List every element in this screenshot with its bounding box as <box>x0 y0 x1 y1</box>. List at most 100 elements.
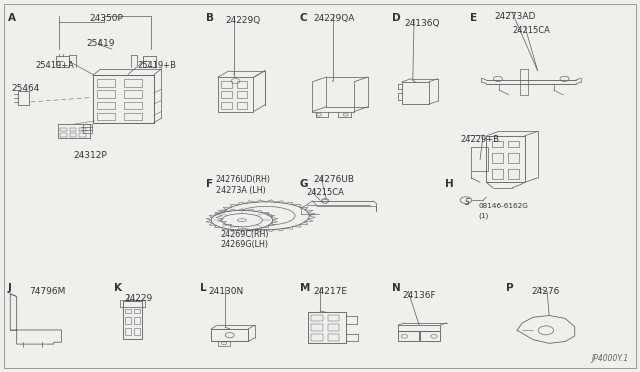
Ellipse shape <box>211 211 273 230</box>
Bar <box>97 79 115 87</box>
Bar <box>311 315 323 321</box>
Bar <box>237 81 247 88</box>
Text: 24269C(RH): 24269C(RH) <box>221 230 269 239</box>
Bar <box>492 141 503 147</box>
Text: (1): (1) <box>479 212 489 218</box>
Text: F: F <box>206 179 213 189</box>
Bar <box>97 102 115 109</box>
Text: 24276: 24276 <box>531 287 559 296</box>
Bar <box>58 124 90 138</box>
Bar <box>471 147 488 171</box>
Bar <box>124 113 142 120</box>
Text: K: K <box>114 283 122 293</box>
Text: 24273A (LH): 24273A (LH) <box>216 186 266 195</box>
Bar <box>134 328 140 335</box>
Text: J: J <box>8 283 12 293</box>
Bar <box>70 128 76 131</box>
Bar <box>97 90 115 98</box>
Bar <box>93 75 154 123</box>
Bar <box>420 331 440 341</box>
Bar <box>308 312 346 343</box>
Text: A: A <box>8 13 15 23</box>
Text: 24269G(LH): 24269G(LH) <box>221 240 269 249</box>
Text: 24350P: 24350P <box>90 14 124 23</box>
Bar <box>221 102 232 109</box>
Bar <box>237 91 247 98</box>
Text: JP4000Y.1: JP4000Y.1 <box>591 354 628 363</box>
Bar <box>134 317 140 324</box>
Bar <box>218 77 253 112</box>
Bar <box>60 133 67 137</box>
Text: 24229QA: 24229QA <box>314 14 355 23</box>
Bar <box>218 341 230 346</box>
Bar <box>398 325 440 331</box>
Bar <box>124 102 142 109</box>
Bar <box>79 133 86 137</box>
Text: 24276UD(RH): 24276UD(RH) <box>216 175 271 184</box>
Text: 24229: 24229 <box>125 294 153 303</box>
Bar <box>508 169 519 179</box>
Bar <box>508 153 519 163</box>
Text: N: N <box>392 283 401 293</box>
Bar <box>486 136 525 182</box>
Text: 24130N: 24130N <box>208 287 243 296</box>
Bar <box>237 102 247 109</box>
Text: 24273AD: 24273AD <box>494 12 536 21</box>
Bar <box>328 334 339 341</box>
Text: H: H <box>445 179 454 189</box>
Bar <box>492 169 503 179</box>
Bar <box>311 334 323 341</box>
Bar <box>125 309 131 313</box>
Text: L: L <box>200 283 206 293</box>
Bar <box>60 128 67 131</box>
Text: 25419+A: 25419+A <box>35 61 74 70</box>
Text: 24229+B: 24229+B <box>461 135 500 144</box>
Bar <box>221 91 232 98</box>
Text: 25419: 25419 <box>86 39 115 48</box>
Text: E: E <box>470 13 477 23</box>
Bar <box>70 133 76 137</box>
Bar <box>311 324 323 331</box>
Text: C: C <box>300 13 307 23</box>
Text: 25419+B: 25419+B <box>138 61 177 70</box>
Text: 74796M: 74796M <box>29 287 65 296</box>
Bar <box>120 300 145 307</box>
Text: 24276UB: 24276UB <box>314 175 355 184</box>
Bar <box>124 79 142 87</box>
Bar <box>83 124 92 133</box>
Bar <box>125 328 131 335</box>
Text: B: B <box>206 13 214 23</box>
Text: G: G <box>300 179 308 189</box>
Bar <box>398 331 419 341</box>
Text: D: D <box>392 13 400 23</box>
Text: 24215CA: 24215CA <box>306 188 344 197</box>
Text: M: M <box>300 283 310 293</box>
Text: 24312P: 24312P <box>74 151 108 160</box>
Text: 24136F: 24136F <box>402 291 436 300</box>
Bar <box>328 324 339 331</box>
Bar <box>18 91 29 105</box>
Bar <box>328 315 339 321</box>
Bar <box>508 141 519 147</box>
Text: 24215CA: 24215CA <box>512 26 550 35</box>
Bar <box>125 317 131 324</box>
Text: S: S <box>465 198 470 207</box>
Bar <box>492 153 503 163</box>
Text: 24217E: 24217E <box>314 287 348 296</box>
Bar <box>221 81 232 88</box>
Circle shape <box>322 199 328 203</box>
Bar <box>134 309 140 313</box>
Bar <box>211 329 248 341</box>
Text: 24229Q: 24229Q <box>225 16 260 25</box>
Bar <box>143 56 156 67</box>
Bar <box>402 82 429 104</box>
Bar <box>124 90 142 98</box>
Text: 25464: 25464 <box>12 84 40 93</box>
Text: 24136Q: 24136Q <box>404 19 440 28</box>
Bar <box>79 128 86 131</box>
Bar <box>56 56 69 67</box>
Text: P: P <box>506 283 513 293</box>
Bar <box>123 301 142 339</box>
Bar <box>97 113 115 120</box>
Text: 08146-6162G: 08146-6162G <box>479 203 529 209</box>
